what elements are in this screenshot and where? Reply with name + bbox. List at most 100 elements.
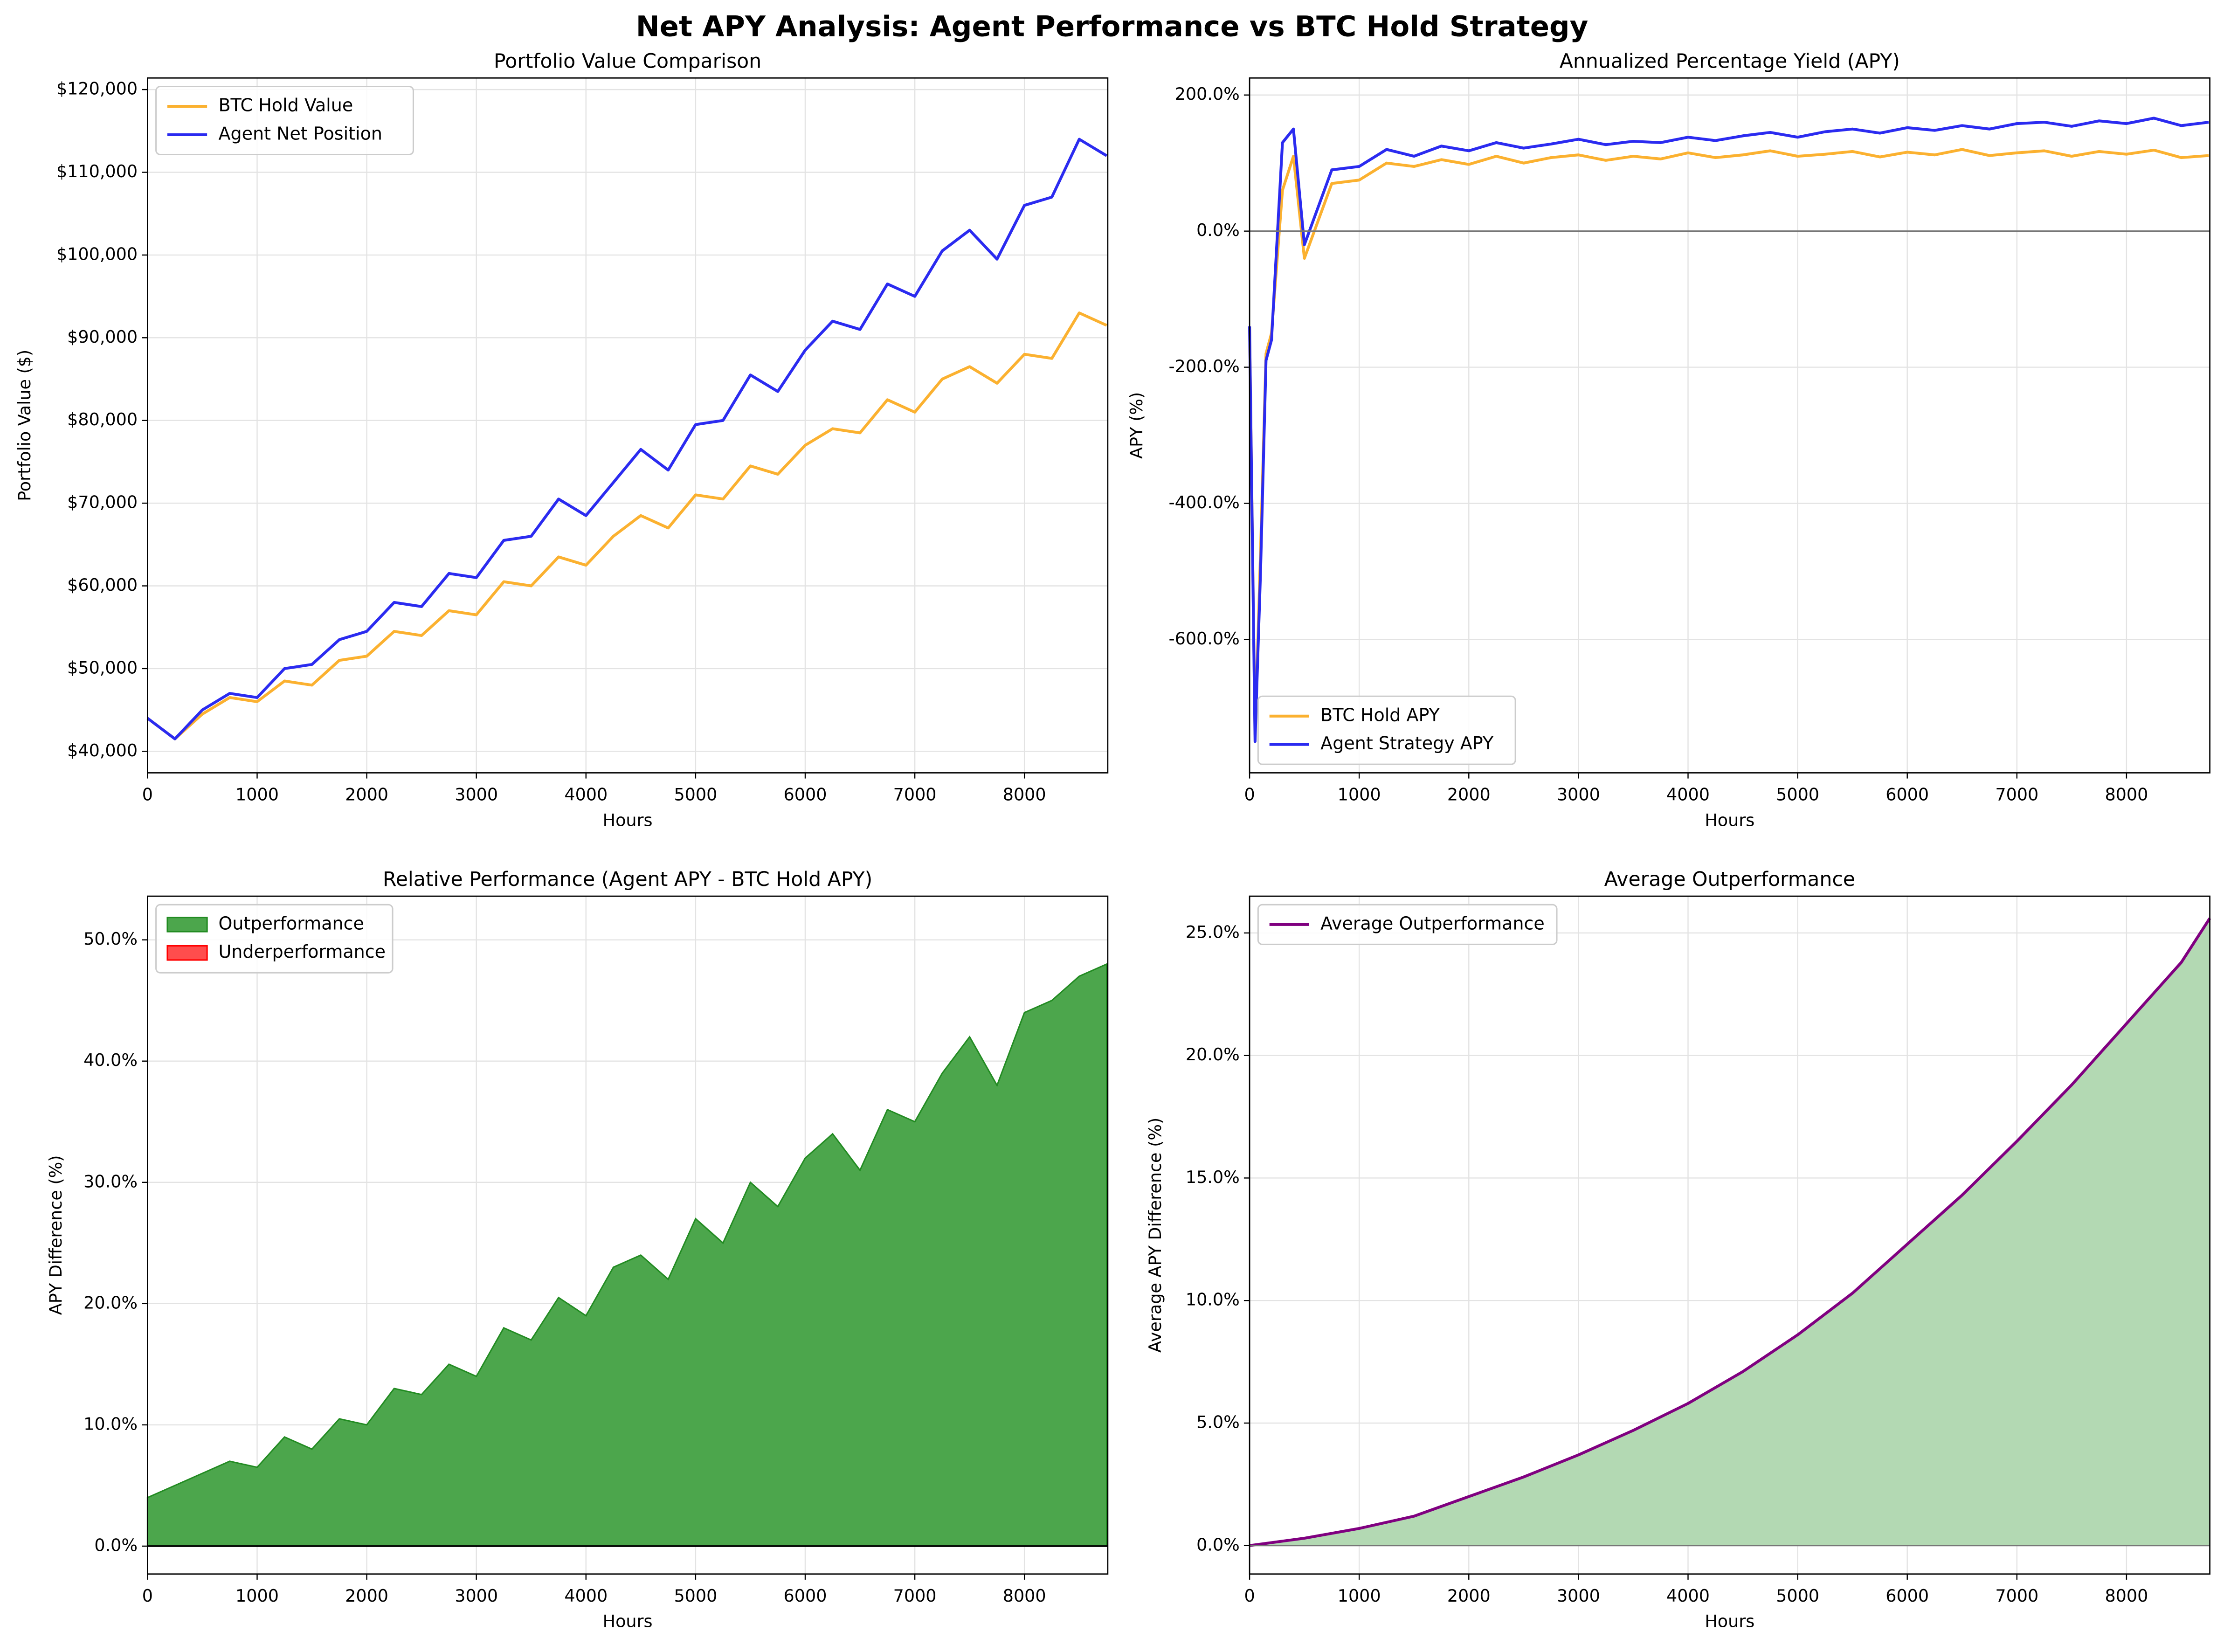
y-tick-label: $80,000 (67, 409, 138, 429)
x-tick-label: 8000 (2105, 785, 2148, 805)
panel-title: Average Outperformance (1604, 868, 1855, 891)
y-tick-label: 50.0% (83, 929, 138, 949)
x-tick-label: 6000 (784, 785, 827, 805)
panel: 0 1000 2000 3000 4000 5000 6000 7000 8000 0.0% 5.0… (1145, 868, 2211, 1631)
x-tick-label: 5000 (674, 1586, 717, 1606)
x-axis-label: Hours (1705, 1611, 1754, 1631)
panel: 0 1000 2000 3000 4000 5000 6000 7000 8000 $40,000… (14, 49, 1109, 830)
panel: 0 1000 2000 3000 4000 5000 6000 7000 8000 -600.0%… (1126, 49, 2210, 830)
y-tick-label: 20.0% (1186, 1044, 1240, 1064)
x-tick-label: 2000 (345, 1586, 388, 1606)
x-tick-label: 5000 (1776, 1586, 1819, 1606)
y-tick-label: $120,000 (56, 79, 138, 99)
x-tick-label: 3000 (1557, 1586, 1600, 1606)
x-tick-label: 8000 (2105, 1586, 2148, 1606)
y-tick-label: $90,000 (67, 327, 138, 347)
plot-frame (147, 895, 1109, 1575)
x-tick-label: 1000 (1338, 785, 1381, 805)
figure-title: Net APY Analysis: Agent Performance vs B… (636, 10, 1588, 43)
plot-frame (1249, 895, 2210, 1575)
x-tick-label: 7000 (893, 1586, 937, 1606)
line (1248, 148, 2209, 736)
y-axis-label: Portfolio Value ($) (14, 350, 35, 501)
y-axis-label: APY Difference (%) (46, 1155, 66, 1315)
panel-title: Annualized Percentage Yield (APY) (1560, 49, 1900, 73)
legend-label: Agent Net Position (218, 123, 382, 144)
plot-frame (147, 77, 1109, 774)
x-axis-label: Hours (1705, 810, 1754, 830)
x-tick-label: 0 (1244, 1586, 1255, 1606)
x-tick-label: 3000 (1557, 785, 1600, 805)
legend-box (155, 904, 394, 974)
legend-label: Outperformance (218, 913, 364, 933)
y-tick-label: $110,000 (56, 161, 138, 181)
y-tick-label: 10.0% (1186, 1290, 1240, 1310)
y-axis-label: Average APY Difference (%) (1145, 1118, 1165, 1353)
x-tick-label: 7000 (1995, 785, 2038, 805)
y-tick-label: $70,000 (67, 492, 138, 512)
y-tick-label: 25.0% (1186, 922, 1240, 942)
legend-box (1257, 904, 1558, 945)
x-tick-label: 1000 (235, 1586, 279, 1606)
x-tick-label: 6000 (1886, 1586, 1929, 1606)
x-tick-label: 4000 (1666, 1586, 1710, 1606)
legend-label: BTC Hold Value (218, 95, 353, 116)
x-tick-label: 3000 (455, 785, 498, 805)
legend-swatch (166, 917, 208, 933)
legend-label: Underperformance (218, 941, 386, 962)
y-tick-label: -400.0% (1168, 492, 1239, 512)
x-tick-label: 0 (142, 1586, 153, 1606)
x-tick-label: 5000 (1776, 785, 1819, 805)
x-tick-label: 4000 (1666, 785, 1710, 805)
x-tick-label: 2000 (1447, 785, 1491, 805)
line (146, 311, 1107, 740)
line (1248, 117, 2209, 743)
y-tick-label: $40,000 (67, 740, 138, 760)
panel-title: Portfolio Value Comparison (494, 49, 761, 73)
plot-frame (1249, 77, 2210, 774)
y-tick-label: 5.0% (1196, 1412, 1240, 1432)
x-tick-label: 2000 (1447, 1586, 1491, 1606)
x-tick-label: 0 (1244, 785, 1255, 805)
x-tick-label: 3000 (455, 1586, 498, 1606)
y-tick-label: $100,000 (56, 244, 138, 264)
x-axis-label: Hours (603, 810, 653, 830)
legend-swatch (166, 945, 208, 961)
y-tick-label: $60,000 (67, 575, 138, 595)
area (146, 963, 1108, 1547)
x-tick-label: 5000 (674, 785, 717, 805)
legend-label: Agent Strategy APY (1320, 733, 1494, 753)
legend-box (155, 85, 414, 156)
line (146, 138, 1108, 740)
y-tick-label: 10.0% (83, 1414, 138, 1434)
legend-label: Average Outperformance (1320, 913, 1545, 933)
y-tick-label: 0.0% (1196, 1534, 1240, 1555)
y-tick-label: 0.0% (1196, 220, 1240, 240)
y-tick-label: -600.0% (1168, 629, 1239, 649)
area (1250, 918, 2210, 1546)
x-tick-label: 8000 (1003, 785, 1046, 805)
x-tick-label: 7000 (1995, 1586, 2038, 1606)
y-tick-label: 0.0% (94, 1535, 138, 1555)
y-tick-label: -200.0% (1168, 356, 1239, 376)
y-tick-label: 200.0% (1175, 84, 1240, 104)
x-tick-label: 1000 (235, 785, 279, 805)
y-tick-label: 20.0% (83, 1293, 138, 1313)
x-tick-label: 7000 (893, 785, 937, 805)
y-tick-label: 40.0% (83, 1050, 138, 1070)
x-tick-label: 2000 (345, 785, 388, 805)
x-tick-label: 4000 (564, 785, 608, 805)
legend-label: BTC Hold APY (1320, 705, 1440, 725)
y-tick-label: $50,000 (67, 657, 138, 677)
y-tick-label: 30.0% (83, 1171, 138, 1191)
x-axis-label: Hours (603, 1611, 653, 1631)
panel: 0 1000 2000 3000 4000 5000 6000 7000 8000 0.0% 10.… (46, 868, 1109, 1631)
x-tick-label: 8000 (1003, 1586, 1046, 1606)
panel-title: Relative Performance (Agent APY - BTC Ho… (383, 868, 872, 891)
x-tick-label: 0 (142, 785, 153, 805)
line (1249, 917, 2211, 1547)
x-tick-label: 6000 (1886, 785, 1929, 805)
x-tick-label: 4000 (564, 1586, 608, 1606)
x-tick-label: 6000 (784, 1586, 827, 1606)
